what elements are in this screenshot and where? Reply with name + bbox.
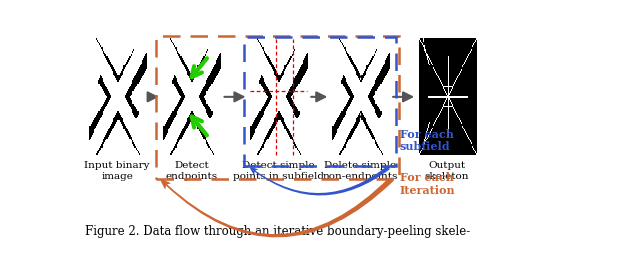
FancyArrowPatch shape (160, 177, 394, 237)
Text: Figure 2. Data flow through an iterative boundary-peeling skele-: Figure 2. Data flow through an iterative… (85, 225, 470, 238)
Text: For each
subfield: For each subfield (400, 129, 454, 152)
Bar (244, 36, 396, 167)
Text: For each
Iteration: For each Iteration (400, 172, 456, 196)
Text: Detect simple
points in subfield: Detect simple points in subfield (233, 161, 324, 181)
FancyArrowPatch shape (250, 166, 390, 195)
Bar (156, 36, 399, 179)
Text: Input binary
image: Input binary image (84, 161, 150, 181)
Text: Detect
endpoints: Detect endpoints (166, 161, 218, 181)
Text: Output
skeleton: Output skeleton (425, 161, 469, 181)
Text: Delete simple
non-endpoints: Delete simple non-endpoints (323, 161, 398, 181)
